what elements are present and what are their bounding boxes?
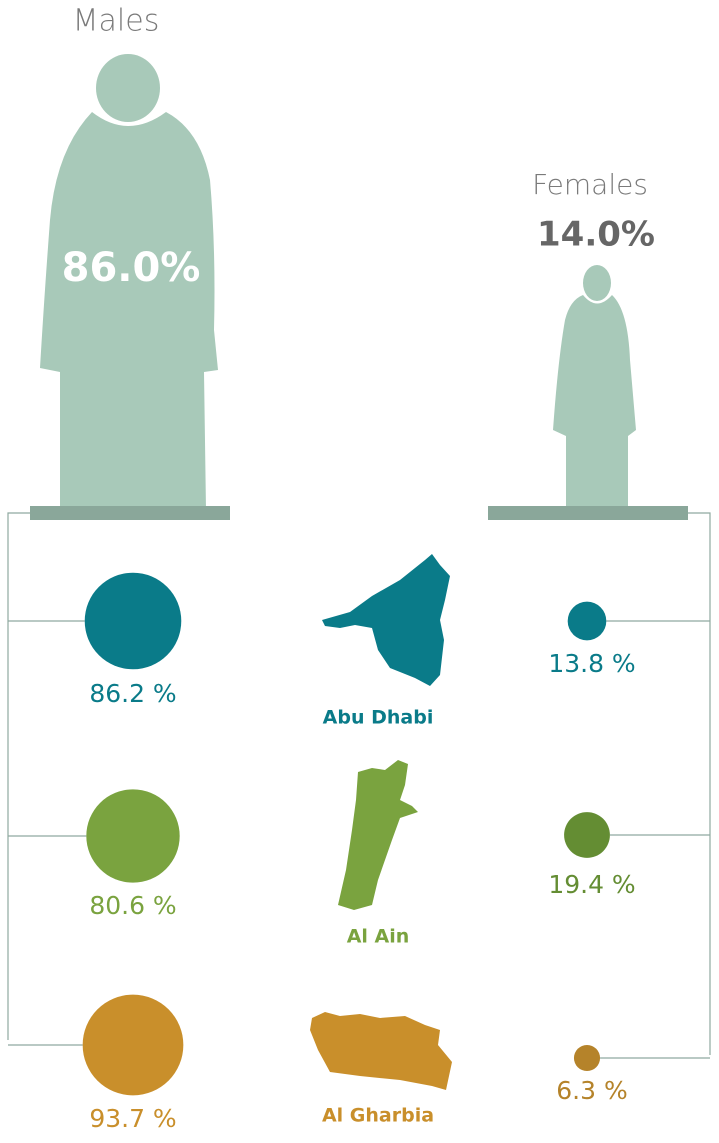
group-name: Females <box>532 168 648 201</box>
female-bubble <box>567 601 607 641</box>
female-bubble <box>573 1044 601 1072</box>
region-name: Al Ain <box>347 926 410 948</box>
male-bubble <box>82 994 184 1096</box>
al-ain-map <box>338 760 418 910</box>
male-value-label: 80.6 % <box>89 891 176 920</box>
group-value: 86.0% <box>62 245 201 291</box>
group-name: Males <box>73 4 160 39</box>
female-value-label: 13.8 % <box>548 649 635 678</box>
abu-dhabi-map <box>322 554 450 686</box>
region-name: Al Gharbia <box>322 1105 434 1127</box>
male-value-label: 93.7 % <box>89 1104 176 1133</box>
al-gharbia-map <box>310 1012 452 1090</box>
female-figure <box>553 265 636 510</box>
male-value-label: 86.2 % <box>89 679 176 708</box>
female-value-label: 19.4 % <box>548 870 635 899</box>
male-bubble <box>86 789 180 883</box>
group-value: 14.0% <box>537 215 655 255</box>
male-figure <box>40 54 218 510</box>
female-bubble <box>564 812 610 858</box>
region-name: Abu Dhabi <box>323 707 434 729</box>
female-value-label: 6.3 % <box>556 1076 627 1105</box>
male-base <box>30 506 230 520</box>
left-bracket <box>7 512 30 1040</box>
female-base <box>488 506 688 520</box>
right-bracket <box>688 512 711 1055</box>
male-bubble <box>84 572 182 670</box>
data-layer: Males 86.0% Females 14.0% 86.2 % 13.8 % Abu Dh… <box>8 4 710 1133</box>
